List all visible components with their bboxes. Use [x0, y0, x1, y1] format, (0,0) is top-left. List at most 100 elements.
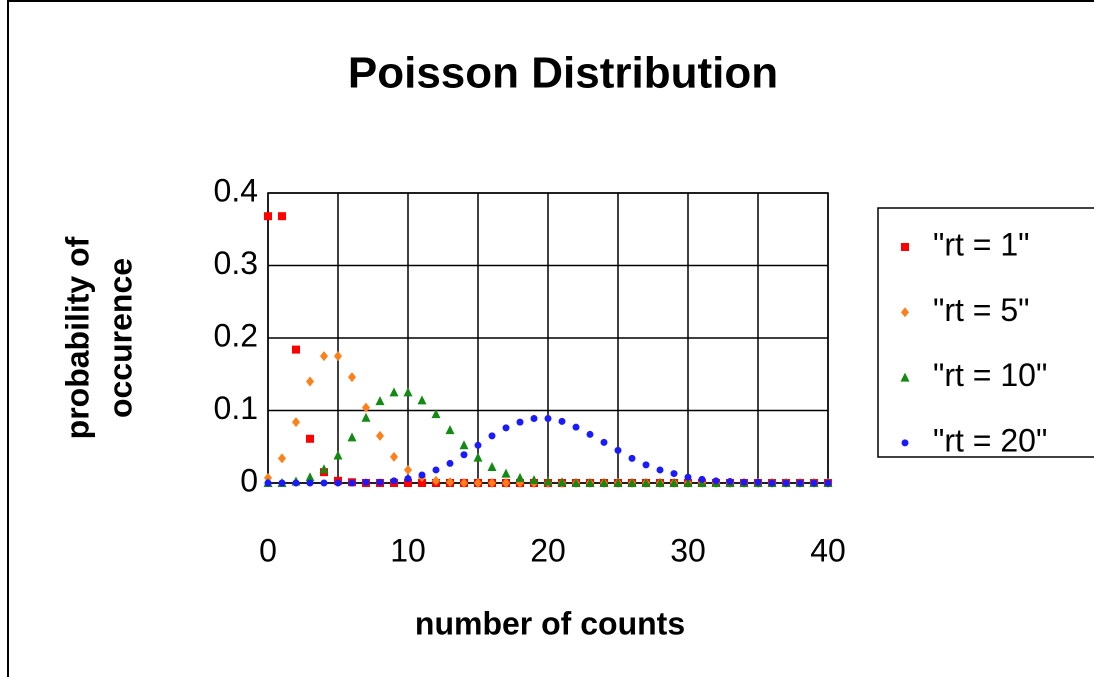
- marker: [824, 479, 832, 487]
- legend-label: "rt = 1": [933, 226, 1030, 262]
- x-tick-label: 30: [670, 532, 706, 568]
- marker: [810, 479, 818, 487]
- y-tick-label: 0.3: [214, 245, 258, 281]
- marker: [558, 417, 566, 425]
- x-axis-label: number of counts: [415, 605, 685, 641]
- marker: [431, 409, 441, 419]
- marker: [613, 478, 623, 487]
- marker: [557, 477, 567, 487]
- marker: [712, 477, 720, 485]
- marker: [515, 472, 525, 482]
- marker: [306, 376, 314, 387]
- marker: [460, 451, 468, 459]
- marker: [319, 464, 329, 474]
- marker: [278, 212, 286, 221]
- marker: [404, 464, 412, 475]
- marker: [628, 454, 636, 462]
- marker: [292, 417, 300, 428]
- marker: [362, 478, 370, 486]
- legend-label: "rt = 5": [933, 292, 1030, 328]
- legend-label: "rt = 10": [933, 357, 1047, 393]
- marker: [502, 478, 510, 488]
- marker: [333, 450, 343, 460]
- marker: [278, 479, 286, 487]
- marker: [375, 396, 385, 406]
- marker: [683, 478, 693, 487]
- marker: [586, 430, 594, 438]
- marker: [487, 462, 497, 472]
- marker: [348, 479, 356, 487]
- marker: [292, 345, 300, 354]
- marker: [768, 479, 776, 487]
- marker: [684, 473, 692, 481]
- x-tick-label: 0: [259, 532, 277, 568]
- marker: [655, 478, 665, 487]
- marker: [418, 471, 426, 479]
- marker: [740, 478, 748, 486]
- marker: [348, 372, 356, 383]
- marker: [334, 479, 342, 487]
- marker: [446, 459, 454, 467]
- marker: [600, 438, 608, 446]
- marker: [404, 475, 412, 483]
- marker: [488, 478, 496, 488]
- y-tick-label: 0.1: [214, 390, 258, 426]
- marker: [585, 478, 595, 487]
- marker: [306, 434, 314, 443]
- marker: [572, 423, 580, 431]
- marker: [642, 461, 650, 469]
- marker: [516, 418, 524, 426]
- marker: [445, 425, 455, 435]
- marker: [782, 479, 790, 487]
- marker: [278, 453, 286, 464]
- marker: [361, 412, 371, 422]
- x-tick-label: 40: [810, 532, 846, 568]
- marker: [529, 475, 539, 485]
- marker: [543, 476, 553, 486]
- marker: [292, 479, 300, 487]
- marker: [460, 478, 468, 488]
- marker: [656, 466, 664, 474]
- marker: [726, 478, 734, 486]
- marker: [305, 472, 315, 482]
- marker: [306, 479, 314, 487]
- marker: [796, 479, 804, 487]
- y-tick-label: 0: [240, 462, 258, 498]
- marker: [459, 440, 469, 450]
- x-tick-label: 20: [530, 532, 566, 568]
- marker: [474, 478, 482, 488]
- marker: [417, 395, 427, 405]
- marker: [641, 478, 651, 487]
- legend-marker: [901, 243, 909, 251]
- marker: [418, 479, 426, 487]
- marker: [488, 432, 496, 440]
- legend-marker: [900, 372, 910, 382]
- x-tick-label: 10: [390, 532, 426, 568]
- y-axis-label: probability of: [59, 236, 95, 439]
- marker: [320, 351, 328, 362]
- y-tick-label: 0.2: [214, 317, 258, 353]
- marker: [404, 479, 412, 487]
- marker: [390, 477, 398, 485]
- marker: [403, 387, 413, 397]
- marker: [698, 475, 706, 483]
- legend-marker: [901, 439, 909, 447]
- marker: [334, 351, 342, 362]
- marker: [347, 432, 357, 442]
- marker: [530, 414, 538, 422]
- marker: [571, 478, 581, 487]
- legend-marker: [901, 307, 909, 318]
- marker: [669, 478, 679, 487]
- marker: [432, 466, 440, 474]
- legend-label: "rt = 20": [933, 422, 1047, 458]
- marker: [446, 477, 454, 488]
- marker: [599, 478, 609, 487]
- marker: [502, 424, 510, 432]
- marker: [473, 452, 483, 462]
- marker: [389, 387, 399, 397]
- marker: [264, 212, 272, 221]
- marker: [264, 479, 272, 487]
- marker: [362, 402, 370, 413]
- marker: [320, 479, 328, 487]
